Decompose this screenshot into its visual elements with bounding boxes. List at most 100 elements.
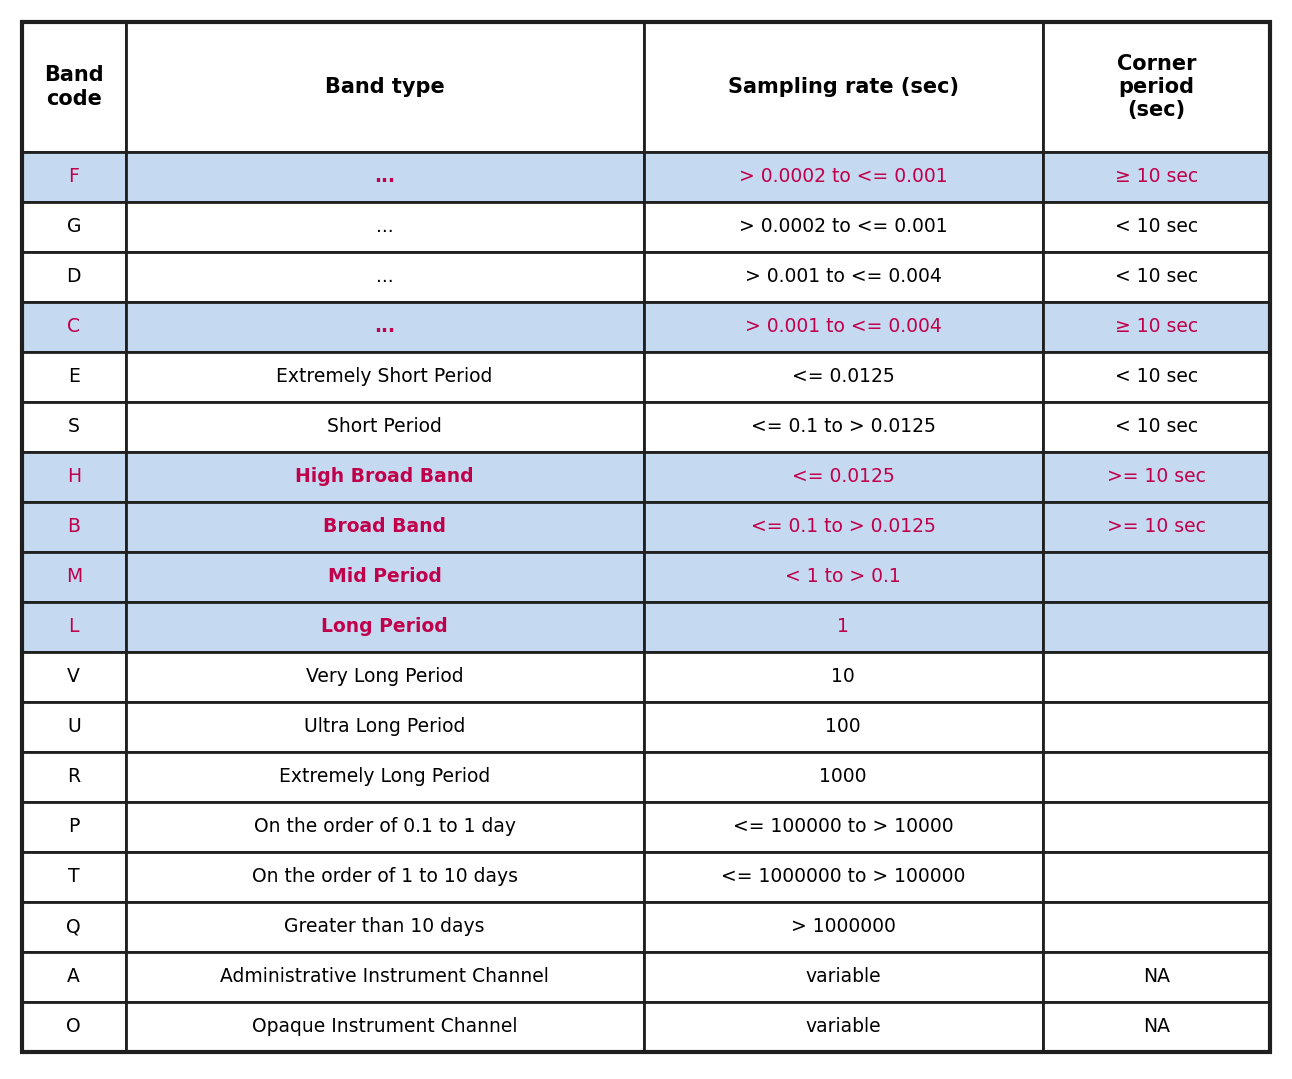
Bar: [1043, 652, 1270, 702]
Bar: [22, 852, 125, 902]
Bar: [643, 502, 1043, 552]
Text: R: R: [67, 767, 80, 787]
Text: Opaque Instrument Channel: Opaque Instrument Channel: [252, 1017, 517, 1037]
Text: 1: 1: [837, 617, 849, 637]
Text: H: H: [67, 467, 81, 487]
Bar: [125, 702, 643, 752]
Text: NA: NA: [1143, 1017, 1171, 1037]
Text: <= 0.1 to > 0.0125: <= 0.1 to > 0.0125: [751, 418, 935, 437]
Text: L: L: [68, 617, 79, 637]
Bar: [125, 22, 643, 152]
Text: U: U: [67, 718, 80, 737]
Bar: [643, 252, 1043, 302]
Text: Short Period: Short Period: [327, 418, 442, 437]
Text: Ultra Long Period: Ultra Long Period: [304, 718, 465, 737]
Bar: [125, 802, 643, 852]
Bar: [643, 952, 1043, 1002]
Text: O: O: [66, 1017, 81, 1037]
Text: Band type: Band type: [324, 77, 444, 97]
Bar: [1043, 252, 1270, 302]
Text: Q: Q: [66, 917, 81, 937]
Bar: [22, 902, 125, 952]
Bar: [643, 302, 1043, 352]
Text: <= 100000 to > 10000: <= 100000 to > 10000: [733, 818, 953, 836]
Bar: [22, 1002, 125, 1052]
Text: High Broad Band: High Broad Band: [296, 467, 474, 487]
Text: Very Long Period: Very Long Period: [306, 668, 464, 686]
Text: ...: ...: [376, 218, 393, 236]
Bar: [125, 152, 643, 202]
Bar: [125, 852, 643, 902]
Bar: [22, 752, 125, 802]
Bar: [125, 752, 643, 802]
Bar: [1043, 702, 1270, 752]
Bar: [1043, 352, 1270, 402]
Text: V: V: [67, 668, 80, 686]
Text: Corner
period
(sec): Corner period (sec): [1116, 54, 1196, 120]
Text: < 10 sec: < 10 sec: [1115, 268, 1198, 287]
Bar: [1043, 802, 1270, 852]
Text: Extremely Long Period: Extremely Long Period: [279, 767, 490, 787]
Bar: [643, 652, 1043, 702]
Text: <= 0.0125: <= 0.0125: [792, 368, 894, 386]
Bar: [643, 702, 1043, 752]
Bar: [1043, 752, 1270, 802]
Text: ...: ...: [375, 317, 395, 337]
Bar: [643, 22, 1043, 152]
Bar: [1043, 452, 1270, 502]
Text: NA: NA: [1143, 968, 1171, 986]
Text: >= 10 sec: >= 10 sec: [1107, 467, 1205, 487]
Text: S: S: [68, 418, 80, 437]
Text: Long Period: Long Period: [322, 617, 448, 637]
Bar: [22, 252, 125, 302]
Bar: [22, 502, 125, 552]
Text: <= 1000000 to > 100000: <= 1000000 to > 100000: [721, 868, 965, 887]
Text: F: F: [68, 167, 79, 187]
Bar: [1043, 22, 1270, 152]
Text: P: P: [68, 818, 80, 836]
Bar: [1043, 202, 1270, 252]
Text: > 0.001 to <= 0.004: > 0.001 to <= 0.004: [744, 268, 942, 287]
Text: D: D: [67, 268, 81, 287]
Bar: [1043, 152, 1270, 202]
Text: <= 0.0125: <= 0.0125: [792, 467, 894, 487]
Text: M: M: [66, 568, 81, 587]
Text: >= 10 sec: >= 10 sec: [1107, 518, 1205, 536]
Bar: [643, 902, 1043, 952]
Text: < 1 to > 0.1: < 1 to > 0.1: [786, 568, 901, 587]
Bar: [22, 802, 125, 852]
Text: Sampling rate (sec): Sampling rate (sec): [727, 77, 959, 97]
Bar: [1043, 502, 1270, 552]
Bar: [22, 952, 125, 1002]
Bar: [643, 402, 1043, 452]
Text: On the order of 1 to 10 days: On the order of 1 to 10 days: [252, 868, 518, 887]
Bar: [125, 202, 643, 252]
Bar: [643, 602, 1043, 652]
Text: ...: ...: [376, 268, 393, 287]
Bar: [125, 902, 643, 952]
Bar: [22, 702, 125, 752]
Text: G: G: [67, 218, 81, 236]
Text: > 0.001 to <= 0.004: > 0.001 to <= 0.004: [744, 317, 942, 337]
Bar: [22, 552, 125, 602]
Text: E: E: [68, 368, 80, 386]
Bar: [125, 452, 643, 502]
Text: 100: 100: [826, 718, 860, 737]
Bar: [643, 852, 1043, 902]
Text: < 10 sec: < 10 sec: [1115, 368, 1198, 386]
Text: < 10 sec: < 10 sec: [1115, 418, 1198, 437]
Text: > 0.0002 to <= 0.001: > 0.0002 to <= 0.001: [739, 218, 947, 236]
Text: Band
code: Band code: [44, 66, 103, 109]
Bar: [643, 552, 1043, 602]
Bar: [125, 352, 643, 402]
Text: > 0.0002 to <= 0.001: > 0.0002 to <= 0.001: [739, 167, 947, 187]
Bar: [125, 252, 643, 302]
Bar: [1043, 302, 1270, 352]
Bar: [22, 302, 125, 352]
Text: variable: variable: [805, 968, 881, 986]
Text: T: T: [68, 868, 80, 887]
Bar: [1043, 602, 1270, 652]
Text: <= 0.1 to > 0.0125: <= 0.1 to > 0.0125: [751, 518, 935, 536]
Bar: [1043, 402, 1270, 452]
Text: Broad Band: Broad Band: [323, 518, 446, 536]
